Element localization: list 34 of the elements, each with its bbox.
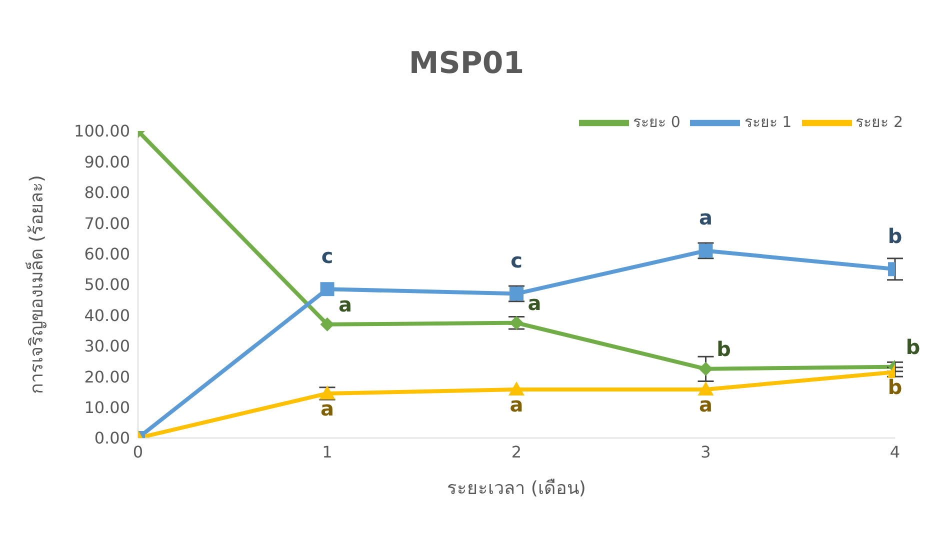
y-tick-label: 30.00 xyxy=(84,336,130,356)
data-label: a xyxy=(699,392,712,416)
data-label: b xyxy=(888,374,902,399)
y-tick-label: 80.00 xyxy=(84,183,130,202)
data-label: a xyxy=(320,396,334,420)
y-tick-label: 20.00 xyxy=(84,367,130,386)
legend-label: ระยะ 1 xyxy=(744,113,792,132)
data-label: a xyxy=(699,206,712,230)
y-axis-title: การเจริญของเมล็ด (ร้อยละ) xyxy=(24,175,48,394)
data-label: b xyxy=(716,336,731,361)
data-label: a xyxy=(338,292,352,316)
legend-label: ระยะ 0 xyxy=(633,113,680,132)
x-axis-title: ระยะเวลา (เดือน) xyxy=(447,478,586,499)
y-tick-label: 40.00 xyxy=(84,306,130,325)
chart-title: MSP01 xyxy=(408,46,526,81)
x-tick-label: 1 xyxy=(322,442,332,462)
data-label: b xyxy=(888,224,902,248)
legend-label: ระยะ 2 xyxy=(856,113,903,132)
y-tick-label: 0.00 xyxy=(94,428,130,448)
y-tick-label: 70.00 xyxy=(84,214,130,233)
y-tick-label: 100.00 xyxy=(74,122,130,141)
y-tick-label: 60.00 xyxy=(84,244,130,264)
data-label: c xyxy=(510,248,522,273)
x-tick-label: 0 xyxy=(132,442,144,462)
y-tick-label: 50.00 xyxy=(84,275,130,294)
data-label: a xyxy=(528,290,542,315)
data-label: a xyxy=(510,392,524,416)
data-label: c xyxy=(321,244,334,268)
x-tick-label: 4 xyxy=(890,442,900,462)
y-tick-label: 90.00 xyxy=(84,152,130,172)
x-tick-label: 2 xyxy=(511,442,522,462)
x-tick-label: 3 xyxy=(700,442,711,462)
data-label: b xyxy=(906,334,920,359)
y-tick-label: 10.00 xyxy=(84,398,130,417)
